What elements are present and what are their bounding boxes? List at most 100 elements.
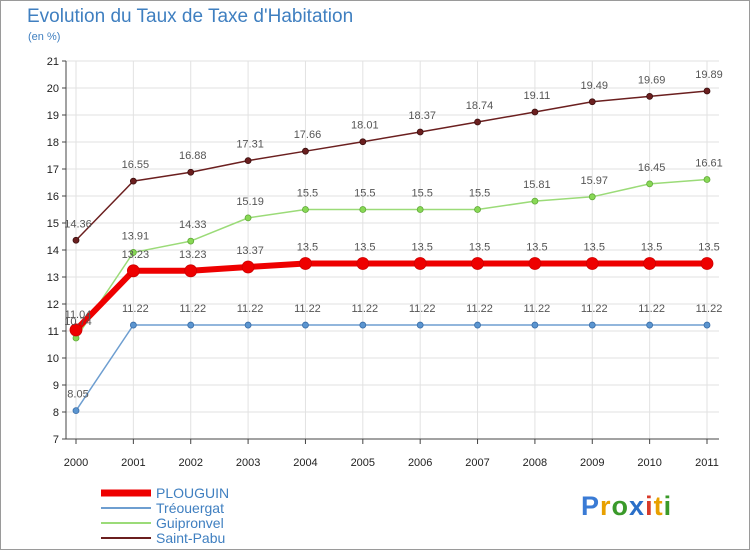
y-tick-label: 15 (47, 218, 59, 230)
data-label-plouguin: 13.5 (526, 242, 547, 254)
legend-label-plouguin: PLOUGUIN (156, 485, 229, 501)
y-tick-label: 20 (47, 83, 59, 95)
data-point-guipronvel (588, 193, 596, 201)
data-point-guipronvel (359, 206, 367, 213)
logo-letter: i (663, 491, 673, 521)
series-line-tr-ouergat (75, 324, 707, 412)
logo-letter: t (653, 491, 664, 521)
data-label-saint-pabu: 19.69 (638, 74, 666, 86)
series-line-plouguin (73, 260, 707, 333)
y-tick-label: 11 (48, 326, 59, 338)
data-point-guipronvel (646, 180, 654, 188)
data-label-saint-pabu: 19.89 (695, 69, 723, 81)
data-point-plouguin (126, 264, 140, 278)
y-tick-label: 18 (47, 137, 59, 149)
data-point-plouguin (413, 257, 427, 270)
data-point-saint-pabu (531, 108, 539, 116)
x-tick-label: 2001 (121, 457, 145, 469)
data-label-saint-pabu: 18.74 (466, 100, 494, 112)
x-tick-label: 2010 (637, 457, 661, 469)
data-label-tr-ouergat: 11.22 (409, 303, 436, 315)
data-label-saint-pabu: 14.36 (64, 218, 92, 230)
chart-subtitle: (en %) (28, 31, 61, 43)
data-label-tr-ouergat: 11.22 (638, 303, 665, 315)
y-tick-label: 12 (47, 299, 59, 311)
x-tick-label: 2009 (580, 457, 604, 469)
series-line-guipronvel (75, 178, 708, 339)
data-point-saint-pabu (416, 128, 424, 136)
y-tick-label: 17 (47, 164, 59, 176)
data-label-plouguin: 11.04 (65, 309, 92, 321)
data-point-tr-ouergat (302, 321, 309, 329)
data-label-plouguin: 13.5 (297, 242, 318, 254)
data-label-saint-pabu: 16.55 (122, 159, 150, 171)
logo-letter: P (581, 491, 601, 521)
data-point-guipronvel (129, 249, 137, 256)
data-label-tr-ouergat: 8.05 (67, 389, 88, 401)
data-label-saint-pabu: 16.88 (179, 150, 207, 162)
data-label-saint-pabu: 17.66 (294, 129, 322, 141)
data-label-guipronvel: 16.61 (695, 158, 723, 170)
data-label-tr-ouergat: 11.22 (122, 303, 149, 315)
data-point-guipronvel (703, 176, 711, 183)
logo-letter: r (600, 491, 612, 521)
logo-letter: i (645, 491, 654, 521)
data-label-tr-ouergat: 11.22 (179, 303, 206, 315)
data-point-saint-pabu (474, 118, 481, 126)
data-point-guipronvel (416, 206, 424, 213)
data-label-plouguin: 13.5 (411, 242, 432, 254)
data-point-guipronvel (302, 206, 309, 213)
data-point-plouguin (299, 257, 312, 270)
data-point-tr-ouergat (359, 321, 367, 329)
y-tick-label: 16 (47, 191, 59, 203)
data-label-saint-pabu: 18.37 (408, 110, 436, 122)
legend-label-guipronvel: Guipronvel (156, 515, 224, 531)
data-point-guipronvel (187, 237, 195, 245)
data-point-saint-pabu (703, 87, 711, 95)
series-line-saint-pabu (75, 90, 708, 241)
data-point-saint-pabu (646, 92, 654, 100)
x-tick-label: 2002 (178, 457, 202, 469)
data-point-guipronvel (474, 206, 481, 213)
data-point-saint-pabu (244, 157, 252, 165)
data-point-saint-pabu (72, 236, 80, 244)
data-point-tr-ouergat (588, 321, 596, 329)
data-label-guipronvel: 15.97 (581, 175, 609, 187)
data-label-plouguin: 13.23 (122, 249, 150, 261)
data-label-guipronvel: 13.91 (122, 230, 150, 242)
data-point-plouguin (69, 323, 83, 337)
data-point-tr-ouergat (474, 321, 481, 329)
data-label-tr-ouergat: 11.22 (696, 303, 723, 315)
data-label-guipronvel: 15.81 (523, 179, 551, 191)
x-tick-label: 2006 (408, 457, 432, 469)
data-point-saint-pabu (359, 138, 367, 146)
data-label-guipronvel: 15.5 (411, 188, 432, 200)
y-tick-label: 13 (47, 272, 59, 284)
data-point-tr-ouergat (129, 321, 137, 329)
data-point-plouguin (700, 257, 714, 270)
y-tick-label: 8 (53, 407, 59, 419)
y-tick-label: 7 (53, 434, 59, 446)
data-label-guipronvel: 10.74 (64, 316, 92, 328)
data-label-tr-ouergat: 11.22 (581, 303, 608, 315)
data-label-tr-ouergat: 11.22 (524, 303, 551, 315)
y-tick-label: 10 (47, 353, 59, 365)
data-point-plouguin (356, 257, 370, 270)
data-label-tr-ouergat: 11.22 (294, 303, 321, 315)
data-point-saint-pabu (187, 168, 195, 176)
x-tick-label: 2003 (236, 457, 260, 469)
proxiti-logo: Proxiti (581, 491, 672, 522)
data-label-guipronvel: 16.45 (638, 162, 666, 174)
data-point-saint-pabu (129, 177, 137, 185)
data-point-plouguin (184, 264, 198, 278)
data-point-plouguin (241, 260, 255, 274)
data-point-plouguin (643, 257, 657, 270)
y-tick-label: 14 (47, 245, 59, 257)
data-point-tr-ouergat (72, 407, 80, 415)
data-label-plouguin: 13.5 (641, 242, 662, 254)
data-label-guipronvel: 15.5 (469, 188, 490, 200)
logo-letter: x (629, 491, 646, 521)
data-label-saint-pabu: 17.31 (236, 139, 264, 151)
